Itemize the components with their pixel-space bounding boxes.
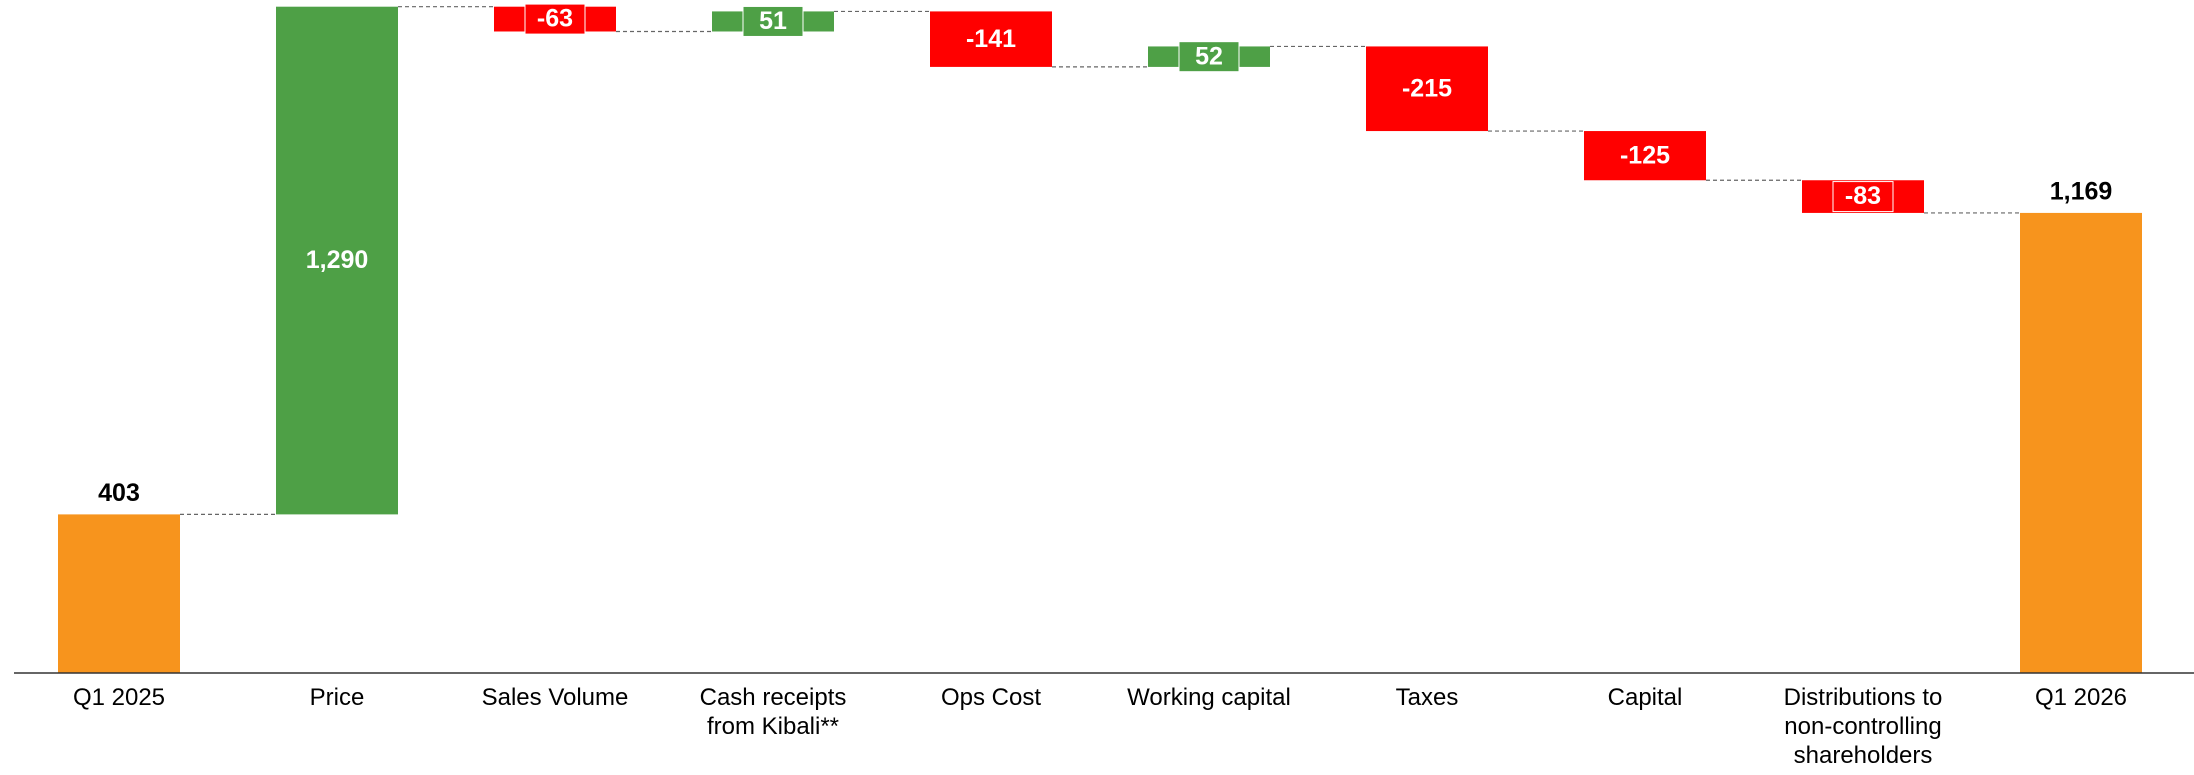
bar (930, 11, 1052, 67)
bar (1366, 46, 1488, 132)
x-tick-label: Taxes (1395, 684, 1459, 711)
x-tick-label: Q1 2025 (72, 684, 166, 711)
label-bg (1178, 41, 1240, 73)
value-label: -63 (537, 5, 573, 33)
value-label: -215 (1402, 74, 1452, 102)
value-label: 403 (98, 479, 140, 507)
x-tick-label: Q1 2026 (2034, 684, 2128, 711)
value-label: 1,290 (306, 246, 369, 274)
bar (276, 6, 398, 515)
x-tick-label: Price (309, 684, 365, 711)
x-tick-label: Ops Cost (940, 684, 1042, 711)
value-label: 51 (759, 7, 787, 35)
bar (1584, 131, 1706, 181)
x-tick-label: Distributions to non-controlling shareho… (1783, 684, 1943, 769)
value-label: 1,169 (2050, 178, 2113, 206)
x-tick-label: Working capital (1127, 684, 1291, 711)
value-label: 52 (1195, 42, 1223, 70)
bar (2020, 212, 2142, 674)
value-label: -83 (1845, 182, 1881, 210)
value-label: -141 (966, 25, 1016, 53)
x-tick-label: Cash receipts from Kibali** (699, 684, 847, 740)
label-bg (524, 3, 586, 35)
label-bg (742, 5, 804, 37)
x-tick-label: Sales Volume (481, 684, 629, 711)
label-bg (1832, 181, 1894, 213)
bar (58, 514, 180, 673)
value-label: -125 (1620, 141, 1670, 169)
x-tick-label: Capital (1607, 684, 1683, 711)
